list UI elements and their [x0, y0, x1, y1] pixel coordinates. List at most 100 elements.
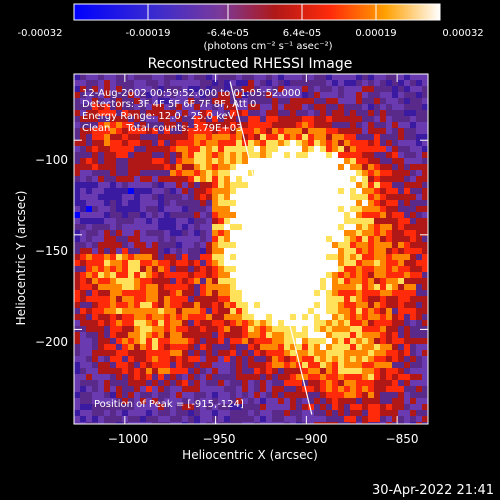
- heatmap-cell: [410, 170, 416, 176]
- heatmap-cell: [92, 176, 98, 182]
- heatmap-cell: [266, 74, 272, 80]
- heatmap-cell: [104, 410, 110, 416]
- heatmap-cell: [92, 230, 98, 236]
- heatmap-cell: [182, 260, 188, 266]
- heatmap-cell: [278, 230, 284, 236]
- heatmap-cell: [176, 206, 182, 212]
- heatmap-cell: [266, 212, 272, 218]
- heatmap-cell: [218, 416, 224, 422]
- heatmap-cell: [338, 104, 344, 110]
- heatmap-cell: [308, 182, 314, 188]
- heatmap-cell: [344, 380, 350, 386]
- heatmap-cell: [374, 224, 380, 230]
- heatmap-cell: [314, 194, 320, 200]
- heatmap-cell: [308, 92, 314, 98]
- heatmap-cell: [362, 80, 368, 86]
- heatmap-cell: [422, 296, 428, 302]
- heatmap-cell: [116, 338, 122, 344]
- heatmap-cell: [110, 398, 116, 404]
- heatmap-cell: [158, 320, 164, 326]
- heatmap-cell: [410, 308, 416, 314]
- heatmap-cell: [122, 194, 128, 200]
- heatmap-cell: [332, 350, 338, 356]
- heatmap-cell: [134, 344, 140, 350]
- heatmap-cell: [266, 104, 272, 110]
- heatmap-cell: [326, 326, 332, 332]
- heatmap-cell: [218, 140, 224, 146]
- heatmap-cell: [182, 86, 188, 92]
- heatmap-cell: [92, 416, 98, 422]
- heatmap-cell: [230, 398, 236, 404]
- heatmap-cell: [116, 272, 122, 278]
- heatmap-cell: [260, 410, 266, 416]
- heatmap-cell: [122, 86, 128, 92]
- heatmap-cell: [218, 92, 224, 98]
- heatmap-cell: [194, 194, 200, 200]
- heatmap-cell: [140, 416, 146, 422]
- heatmap-cell: [374, 314, 380, 320]
- heatmap-cell: [386, 236, 392, 242]
- heatmap-cell: [224, 200, 230, 206]
- heatmap-cell: [194, 338, 200, 344]
- heatmap-cell: [278, 176, 284, 182]
- heatmap-cell: [194, 410, 200, 416]
- heatmap-cell: [242, 260, 248, 266]
- heatmap-cell: [296, 176, 302, 182]
- heatmap-cell: [284, 92, 290, 98]
- heatmap-cell: [410, 386, 416, 392]
- heatmap-cell: [398, 212, 404, 218]
- heatmap-cell: [356, 86, 362, 92]
- heatmap-cell: [194, 110, 200, 116]
- heatmap-cell: [92, 410, 98, 416]
- heatmap-cell: [200, 86, 206, 92]
- heatmap-cell: [284, 368, 290, 374]
- heatmap-cell: [200, 344, 206, 350]
- heatmap-cell: [410, 296, 416, 302]
- heatmap-cell: [248, 416, 254, 422]
- heatmap-cell: [392, 338, 398, 344]
- heatmap-cell: [260, 206, 266, 212]
- heatmap-cell: [338, 224, 344, 230]
- heatmap-cell: [128, 212, 134, 218]
- heatmap-cell: [140, 380, 146, 386]
- heatmap-cell: [194, 242, 200, 248]
- heatmap-cell: [278, 206, 284, 212]
- heatmap-cell: [140, 422, 146, 424]
- heatmap-cell: [344, 296, 350, 302]
- heatmap-cell: [404, 134, 410, 140]
- heatmap-cell: [284, 398, 290, 404]
- heatmap-cell: [302, 152, 308, 158]
- heatmap-cell: [386, 116, 392, 122]
- heatmap-cell: [134, 230, 140, 236]
- heatmap-cell: [236, 176, 242, 182]
- heatmap-cell: [362, 152, 368, 158]
- heatmap-cell: [200, 176, 206, 182]
- heatmap-cell: [182, 320, 188, 326]
- heatmap-cell: [296, 224, 302, 230]
- heatmap-cell: [170, 230, 176, 236]
- heatmap-cell: [152, 398, 158, 404]
- heatmap-cell: [362, 242, 368, 248]
- heatmap-cell: [104, 284, 110, 290]
- heatmap-cell: [296, 320, 302, 326]
- heatmap-cell: [242, 242, 248, 248]
- heatmap-cell: [146, 170, 152, 176]
- heatmap-cell: [170, 404, 176, 410]
- heatmap-cell: [224, 332, 230, 338]
- heatmap-cell: [386, 104, 392, 110]
- heatmap-cell: [134, 176, 140, 182]
- heatmap-cell: [74, 80, 80, 86]
- heatmap-cell: [164, 284, 170, 290]
- heatmap-cell: [86, 266, 92, 272]
- x-tick-label: −900: [295, 432, 328, 446]
- heatmap-cell: [158, 218, 164, 224]
- heatmap-cell: [248, 122, 254, 128]
- heatmap-cell: [236, 260, 242, 266]
- heatmap-cell: [386, 272, 392, 278]
- heatmap-cell: [140, 224, 146, 230]
- heatmap-cell: [242, 236, 248, 242]
- heatmap-cell: [266, 218, 272, 224]
- heatmap-cell: [344, 302, 350, 308]
- heatmap-cell: [218, 158, 224, 164]
- heatmap-cell: [92, 308, 98, 314]
